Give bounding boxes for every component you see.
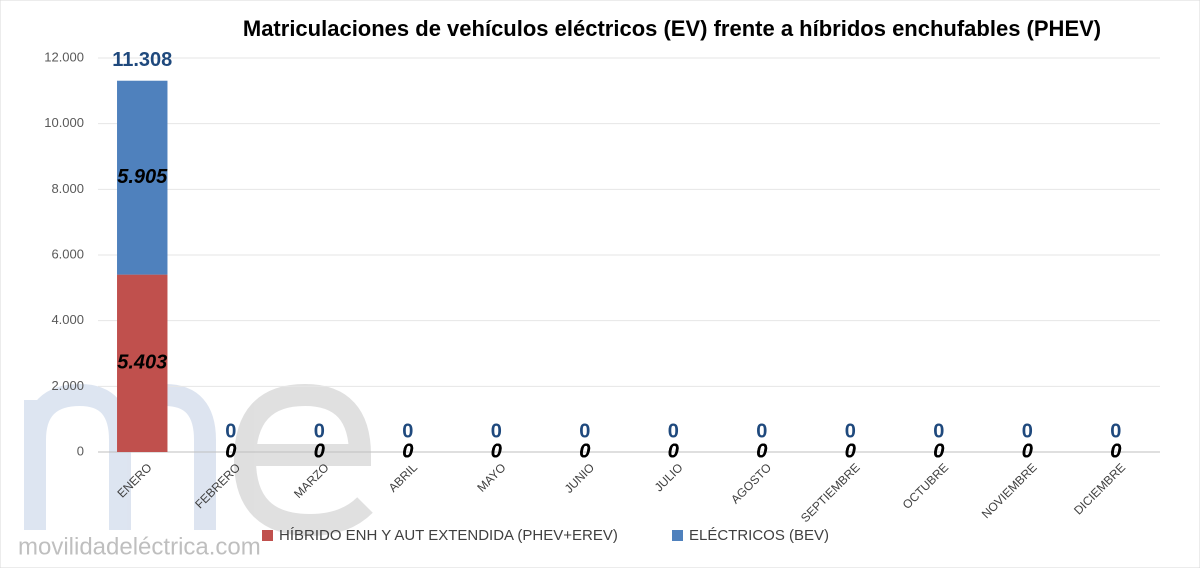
segment-label: 0: [756, 440, 767, 462]
segment-label: 0: [491, 440, 502, 462]
bar-segment: [117, 274, 168, 452]
segment-label: 0: [225, 440, 236, 462]
segment-label: 0: [668, 440, 679, 462]
segment-label: 5.403: [117, 352, 167, 374]
segment-label: 0: [579, 440, 590, 462]
segment-label: 0: [491, 440, 502, 462]
segment-label: 0: [933, 440, 944, 462]
segment-label: 0: [1110, 440, 1121, 462]
legend-swatch: [262, 530, 273, 541]
y-tick-label: 12.000: [44, 49, 84, 64]
total-label: 0: [756, 420, 767, 442]
legend-label: HÍBRIDO ENH Y AUT EXTENDIDA (PHEV+EREV): [279, 527, 618, 544]
segment-label: 0: [845, 440, 856, 462]
segment-label: 0: [668, 440, 679, 462]
chart-title: Matriculaciones de vehículos eléctricos …: [243, 16, 1101, 41]
watermark-text: movilidadeléctrica.com: [18, 533, 261, 560]
total-label: 0: [933, 420, 944, 442]
y-tick-label: 6.000: [51, 246, 84, 261]
total-label: 11.308: [112, 49, 172, 71]
y-tick-label: 10.000: [44, 115, 84, 130]
total-label: 0: [668, 420, 679, 442]
total-label: 0: [579, 420, 590, 442]
total-label: 0: [314, 420, 325, 442]
total-label: 0: [491, 420, 502, 442]
y-tick-label: 2.000: [51, 378, 84, 393]
legend-swatch: [672, 530, 683, 541]
segment-label: 0: [402, 440, 413, 462]
total-label: 0: [845, 420, 856, 442]
segment-label: 0: [1022, 440, 1033, 462]
legend-item: HÍBRIDO ENH Y AUT EXTENDIDA (PHEV+EREV): [262, 527, 618, 544]
segment-label: 0: [933, 440, 944, 462]
legend-label: ELÉCTRICOS (BEV): [689, 527, 829, 544]
segment-label: 0: [314, 440, 325, 462]
bar-segment: [117, 80, 168, 275]
segment-label: 0: [756, 440, 767, 462]
segment-label: 0: [225, 440, 236, 462]
logo-e: [233, 383, 373, 537]
segment-label: 0: [845, 440, 856, 462]
total-label: 0: [1110, 420, 1121, 442]
segment-label: 0: [579, 440, 590, 462]
total-label: 0: [1022, 420, 1033, 442]
total-label: 0: [225, 420, 236, 442]
total-label: 0: [402, 420, 413, 442]
y-tick-label: 0: [77, 443, 84, 458]
segment-label: 0: [1110, 440, 1121, 462]
y-tick-label: 4.000: [51, 312, 84, 327]
segment-label: 0: [314, 440, 325, 462]
y-tick-label: 8.000: [51, 181, 84, 196]
segment-label: 0: [402, 440, 413, 462]
legend-item: ELÉCTRICOS (BEV): [672, 527, 829, 544]
segment-label: 0: [1022, 440, 1033, 462]
segment-label: 5.905: [117, 166, 168, 188]
